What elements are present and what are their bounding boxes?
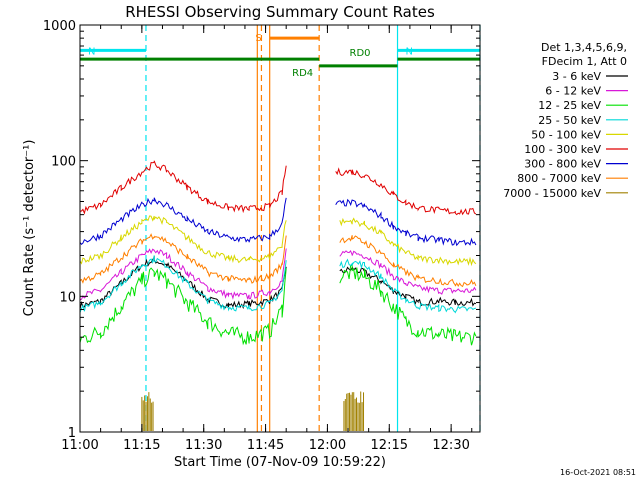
x-tick-label: 12:30 xyxy=(432,438,469,453)
series-line xyxy=(339,217,477,267)
annotation-label: N xyxy=(406,46,413,57)
y-tick-label: 10 xyxy=(59,290,76,305)
legend-header: FDecim 1, Att 0 xyxy=(542,55,627,68)
x-tick-label: 12:00 xyxy=(309,438,346,453)
legend-label: 100 - 300 keV xyxy=(524,143,601,156)
legend-label: 300 - 800 keV xyxy=(524,158,601,171)
series-line xyxy=(335,198,477,247)
y-tick-label: 1 xyxy=(68,426,76,441)
legend-label: 12 - 25 keV xyxy=(538,99,601,112)
legend-label: 800 - 7000 keV xyxy=(517,172,601,185)
series-line xyxy=(79,248,287,301)
annotation-label: N xyxy=(88,46,95,57)
legend-label: 50 - 100 keV xyxy=(531,128,601,141)
y-axis-label: Count Rate (s⁻¹ detector⁻¹) xyxy=(22,140,37,317)
x-tick-label: 11:45 xyxy=(247,438,284,453)
annotation-label: RD0 xyxy=(350,48,371,59)
series-line xyxy=(79,160,287,215)
series-line xyxy=(339,263,477,346)
chart-title: RHESSI Observing Summary Count Rates xyxy=(125,3,435,21)
annotation-label: RD4 xyxy=(292,68,313,79)
plot-frame xyxy=(79,24,481,433)
y-tick-label: 100 xyxy=(51,155,76,170)
x-tick-label: 11:15 xyxy=(123,438,160,453)
legend-label: 6 - 12 keV xyxy=(545,85,601,98)
x-tick-label: 12:15 xyxy=(371,438,408,453)
x-tick-label: 11:00 xyxy=(61,438,98,453)
y-tick-label: 1000 xyxy=(43,19,76,34)
series-line xyxy=(339,258,477,314)
series-line xyxy=(79,267,287,346)
x-axis-label: Start Time (07-Nov-09 10:59:22) xyxy=(174,455,386,470)
timestamp-label: 16-Oct-2021 08:51 xyxy=(560,468,636,477)
series-line xyxy=(79,233,287,284)
series-line xyxy=(339,235,477,288)
series-line xyxy=(339,249,477,295)
x-tick-label: 11:30 xyxy=(185,438,222,453)
legend-label: 25 - 50 keV xyxy=(538,114,601,127)
series-line xyxy=(79,215,287,265)
series-line xyxy=(335,167,477,216)
series-line xyxy=(79,255,287,313)
series-line xyxy=(79,197,287,246)
legend-header: Det 1,3,4,5,6,9, xyxy=(541,41,627,54)
legend-label: 3 - 6 keV xyxy=(552,70,601,83)
legend-label: 7000 - 15000 keV xyxy=(503,187,601,200)
annotation-label: S xyxy=(255,33,261,44)
series-line xyxy=(339,266,477,307)
